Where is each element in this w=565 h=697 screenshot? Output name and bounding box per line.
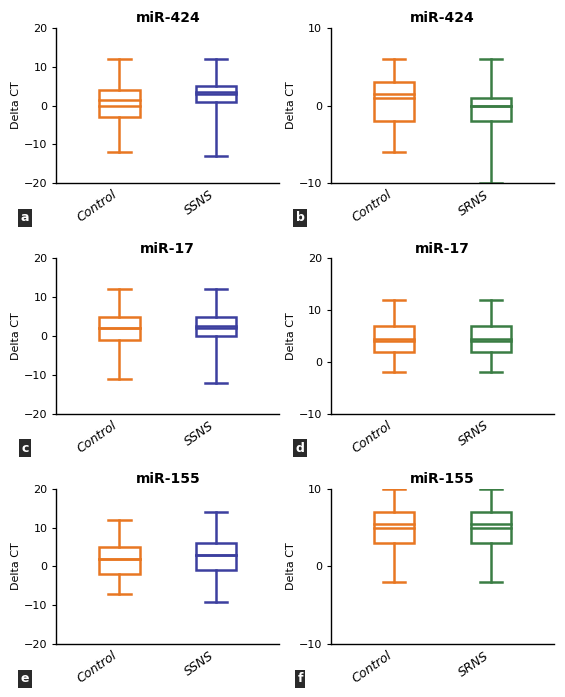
Bar [99, 316, 140, 340]
Y-axis label: Delta CT: Delta CT [286, 82, 296, 130]
Bar [99, 547, 140, 574]
Title: miR-155: miR-155 [136, 472, 200, 486]
Title: miR-424: miR-424 [410, 11, 475, 25]
Text: c: c [21, 442, 29, 454]
Bar [99, 90, 140, 117]
Bar [374, 512, 415, 543]
Bar [471, 512, 511, 543]
Y-axis label: Delta CT: Delta CT [286, 312, 296, 360]
Y-axis label: Delta CT: Delta CT [286, 543, 296, 590]
Bar [196, 316, 237, 336]
Text: f: f [297, 672, 303, 685]
Title: miR-17: miR-17 [415, 242, 470, 256]
Bar [374, 82, 415, 121]
Text: d: d [295, 442, 305, 454]
Y-axis label: Delta CT: Delta CT [11, 543, 21, 590]
Y-axis label: Delta CT: Delta CT [11, 312, 21, 360]
Text: e: e [21, 672, 29, 685]
Y-axis label: Delta CT: Delta CT [11, 82, 21, 130]
Bar [196, 86, 237, 102]
Title: miR-155: miR-155 [410, 472, 475, 486]
Text: b: b [295, 211, 305, 224]
Bar [471, 98, 511, 121]
Bar [196, 543, 237, 570]
Title: miR-17: miR-17 [140, 242, 195, 256]
Bar [374, 325, 415, 351]
Bar [471, 325, 511, 351]
Title: miR-424: miR-424 [136, 11, 200, 25]
Text: a: a [21, 211, 29, 224]
